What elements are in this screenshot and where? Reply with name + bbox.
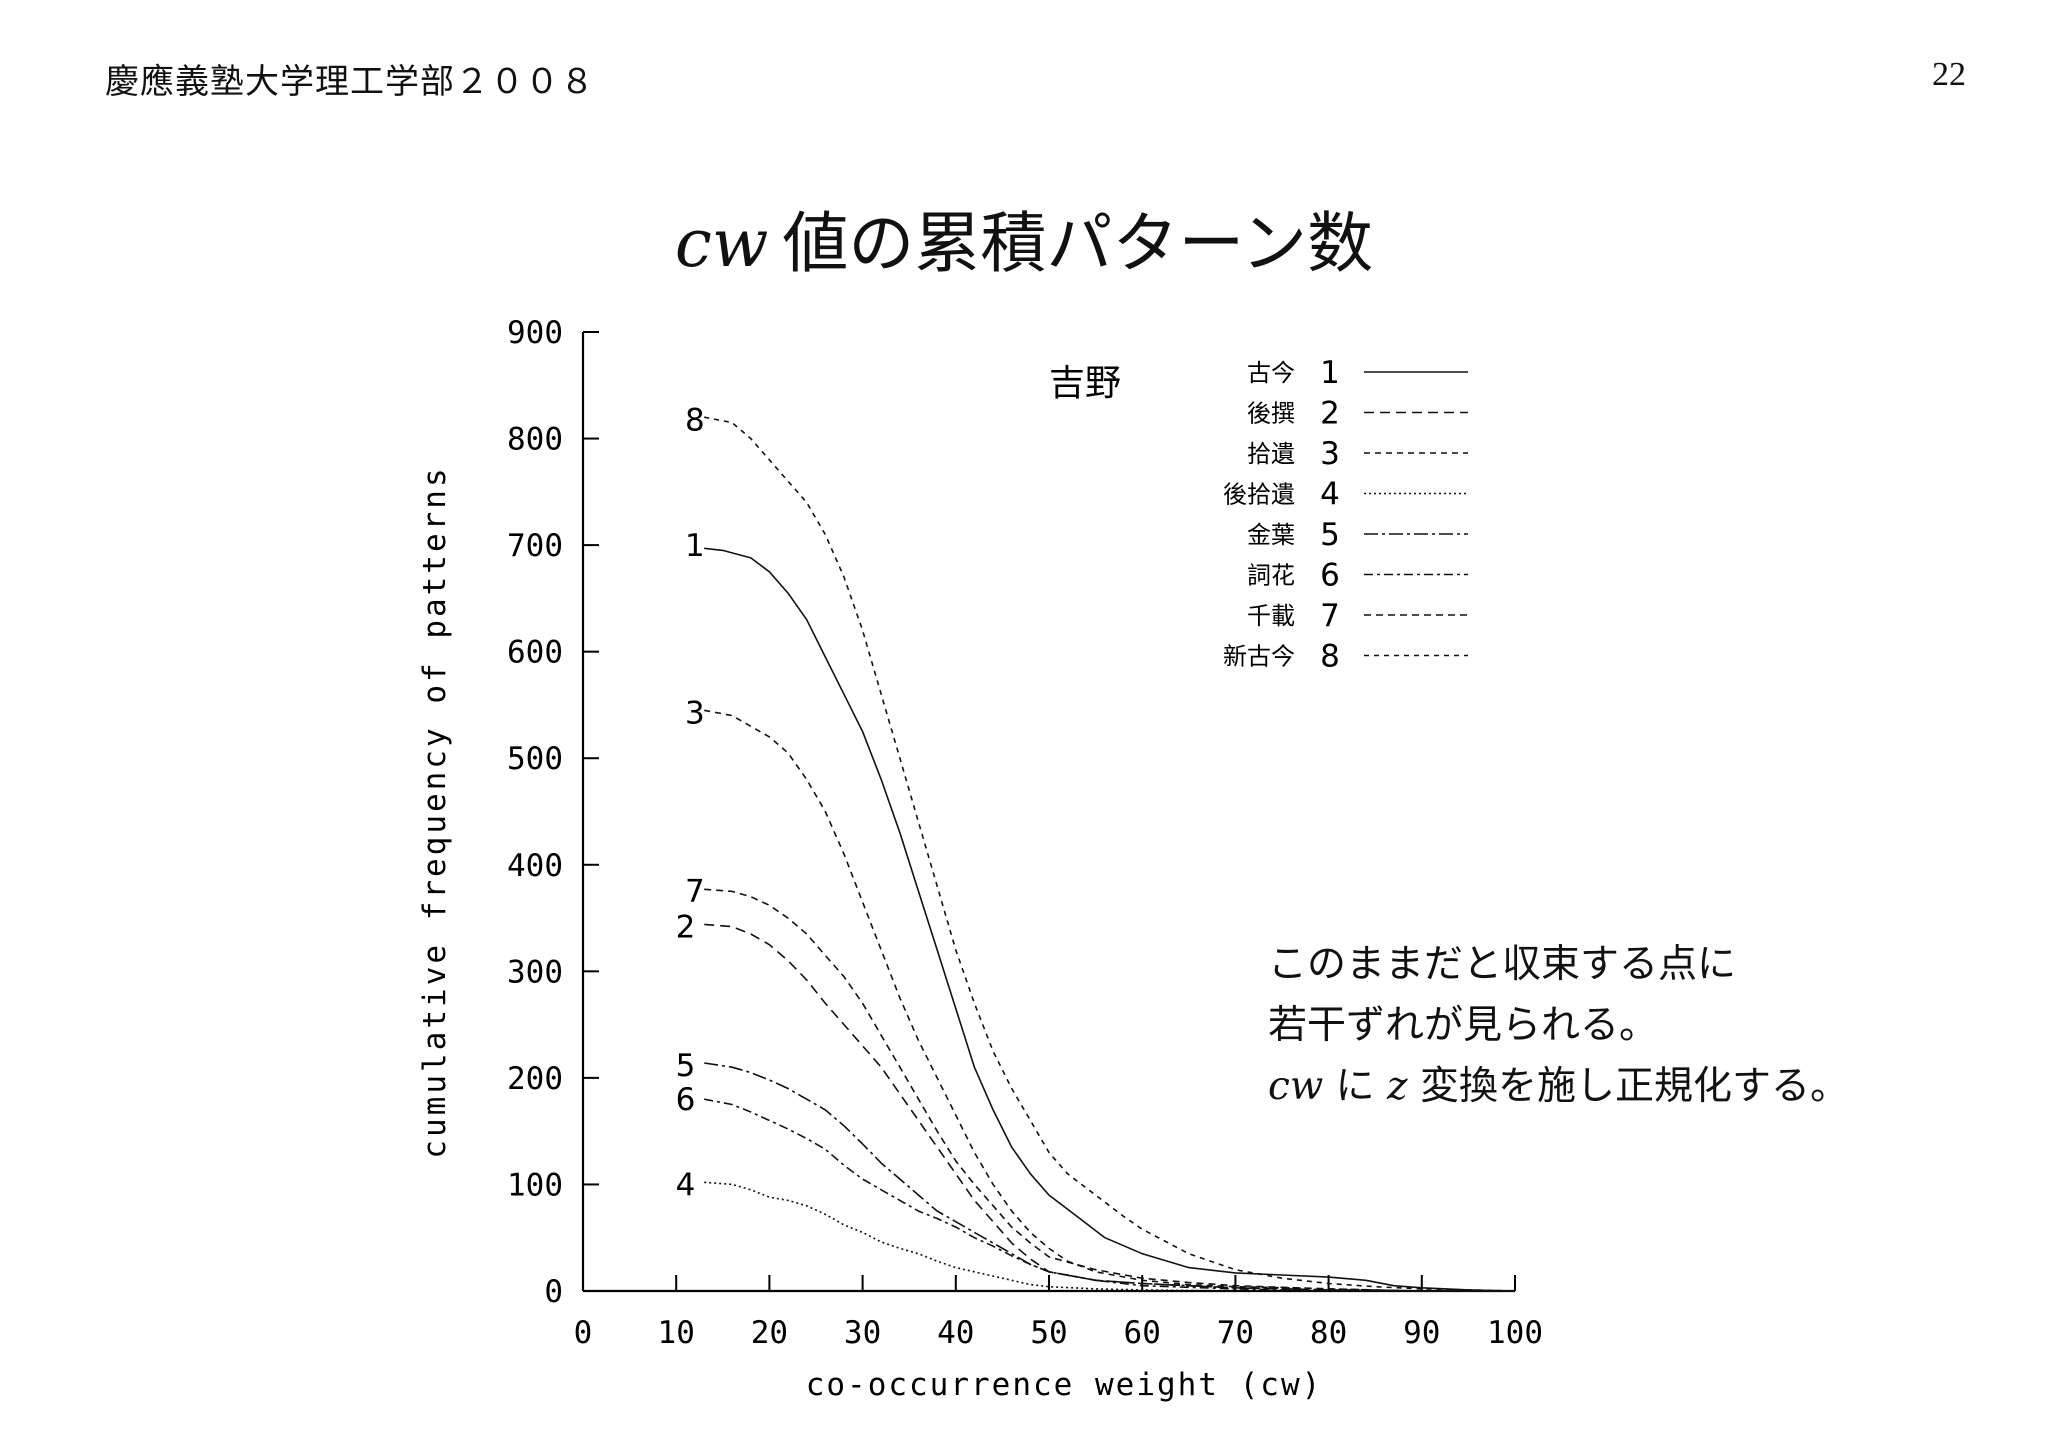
header-institution: 慶應義塾大学理工学部２００８ [105, 62, 595, 102]
x-tick-label: 30 [844, 1315, 881, 1351]
chart-labels-layer: 1 2 3 4 56 7 8 [676, 402, 705, 1203]
x-tick-label: 70 [1217, 1315, 1254, 1351]
series-label-5: 5 [676, 1048, 696, 1084]
legend-number-8: 8 [1320, 639, 1340, 675]
title-math: cw [674, 205, 769, 282]
series-label-1: 1 [685, 528, 705, 564]
series-line-6 [704, 1098, 1515, 1292]
x-tick-label: 60 [1124, 1315, 1161, 1351]
legend-name-3: 拾遺 [1247, 440, 1295, 468]
note-line-1: このままだと収束する点に [1268, 942, 1737, 987]
legend-number-4: 4 [1320, 477, 1340, 513]
x-tick-label: 80 [1310, 1315, 1347, 1351]
chart-series-layer [704, 416, 1516, 1292]
series-line-1 [704, 547, 1516, 1292]
note-rest: 変換を施し正規化する。 [1407, 1064, 1849, 1109]
note-line-2: 若干ずれが見られる。 [1268, 1003, 1659, 1048]
title-text: 値の累積パターン数 [782, 205, 1374, 282]
y-tick-label: 0 [544, 1274, 563, 1310]
x-tick-label: 100 [1487, 1315, 1543, 1351]
legend-number-6: 6 [1320, 558, 1340, 594]
y-tick-label: 900 [507, 315, 563, 351]
legend-number-3: 3 [1320, 436, 1340, 472]
y-tick-label: 200 [507, 1061, 563, 1097]
legend-number-1: 1 [1320, 355, 1340, 391]
y-tick-label: 300 [507, 954, 563, 990]
legend-name-7: 千載 [1247, 602, 1295, 630]
series-label-6: 6 [676, 1082, 696, 1118]
legend-name-1: 古今 [1247, 359, 1295, 387]
slide-title: cw 値の累積パターン数 [0, 190, 2048, 286]
chart-axes: 0 10 20 30 40 50 60 70 80 90 100 0 100 200 300 400 500 60… [507, 315, 1543, 1351]
legend-name-8: 新古今 [1223, 643, 1295, 671]
y-tick-label: 500 [507, 741, 563, 777]
x-axis-label: co-occurrence weight (cw) [806, 1367, 1323, 1403]
series-label-8: 8 [685, 402, 705, 438]
note-mid: に [1323, 1064, 1388, 1109]
x-tick-label: 50 [1030, 1315, 1067, 1351]
note-math-cw: cw [1268, 1064, 1324, 1109]
series-line-3 [704, 709, 1515, 1292]
y-tick-label: 800 [507, 422, 563, 458]
y-tick-label: 400 [507, 848, 563, 884]
series-label-2: 2 [676, 910, 696, 946]
legend-name-5: 金葉 [1247, 521, 1295, 549]
x-tick-label: 0 [574, 1315, 593, 1351]
x-tick-label: 40 [937, 1315, 974, 1351]
legend-name-6: 詞花 [1247, 562, 1295, 590]
y-tick-label: 100 [507, 1167, 563, 1203]
note-line-3: cw に z 変換を施し正規化する。 [1268, 1056, 1849, 1117]
chart-title: 吉野 [1049, 363, 1121, 404]
note-math-z: z [1387, 1064, 1408, 1109]
legend-number-5: 5 [1320, 517, 1340, 553]
legend-name-2: 後撰 [1247, 400, 1295, 428]
legend-number-7: 7 [1320, 598, 1340, 634]
page-number: 22 [1932, 56, 1966, 93]
series-line-2 [704, 923, 1515, 1292]
x-tick-label: 20 [751, 1315, 788, 1351]
x-tick-label: 10 [658, 1315, 695, 1351]
chart-legend: 古今 1 後撰 2 拾遺 3 後拾遺 4 金葉 5 詞花 6 千載 7 新古今 8 [1223, 355, 1468, 675]
series-label-4: 4 [676, 1167, 696, 1203]
y-tick-label: 700 [507, 528, 563, 564]
series-label-7: 7 [685, 873, 705, 909]
legend-name-4: 後拾遺 [1223, 481, 1295, 509]
x-tick-label: 90 [1403, 1315, 1440, 1351]
series-line-8 [704, 416, 1516, 1292]
y-tick-label: 600 [507, 635, 563, 671]
annotation-note: このままだと収束する点に 若干ずれが見られる。 cw に z 変換を施し正規化す… [1268, 934, 1849, 1117]
y-axis-label: cumulative frequency of patterns [417, 465, 453, 1158]
legend-number-2: 2 [1320, 396, 1340, 432]
series-label-3: 3 [685, 695, 705, 731]
